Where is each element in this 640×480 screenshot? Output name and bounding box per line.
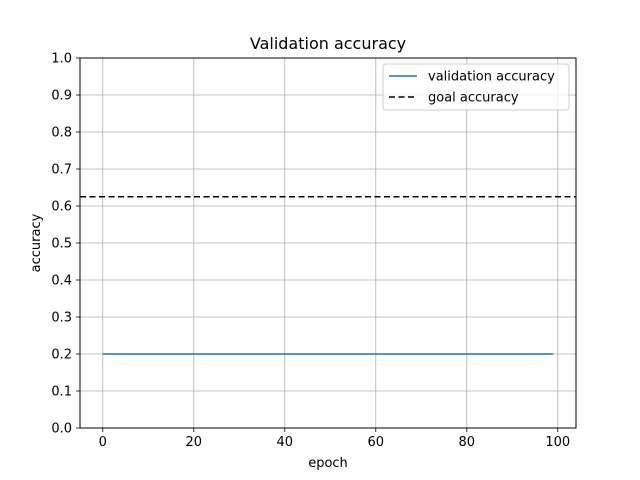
y-tick-label: 0.2 bbox=[51, 348, 72, 363]
x-tick-label: 100 bbox=[545, 435, 570, 450]
y-tick-label: 0.9 bbox=[51, 89, 72, 104]
series-layer bbox=[80, 196, 576, 355]
y-axis-label: accuracy bbox=[29, 213, 44, 272]
x-tick-label: 0 bbox=[99, 435, 107, 450]
y-tick-label: 0.3 bbox=[51, 311, 72, 326]
legend-label-validation-accuracy: validation accuracy bbox=[428, 70, 555, 85]
x-axis-label: epoch bbox=[308, 456, 348, 471]
x-tick-label: 40 bbox=[276, 435, 293, 450]
y-tick-label: 0.1 bbox=[51, 385, 72, 400]
legend-box bbox=[382, 63, 570, 111]
x-tick-label: 80 bbox=[459, 435, 476, 450]
legend: validation accuracy goal accuracy bbox=[382, 63, 570, 111]
y-tick-label: 0.4 bbox=[51, 274, 72, 289]
x-tick-label: 20 bbox=[185, 435, 202, 450]
y-tick-label: 0.6 bbox=[51, 200, 72, 215]
y-tick-label: 0.7 bbox=[51, 163, 72, 178]
y-tick-label: 0.8 bbox=[51, 126, 72, 141]
legend-label-goal-accuracy: goal accuracy bbox=[428, 91, 519, 106]
y-tick-label: 0.0 bbox=[51, 422, 72, 437]
ticks: 0 20 40 60 80 100 0.0 0.1 0.2 0.3 0.4 0.5 0.6 0.7 0.8 0… bbox=[51, 52, 570, 451]
x-tick-label: 60 bbox=[368, 435, 385, 450]
chart-title: Validation accuracy bbox=[250, 34, 406, 53]
y-tick-label: 1.0 bbox=[51, 52, 72, 67]
y-tick-label: 0.5 bbox=[51, 237, 72, 252]
